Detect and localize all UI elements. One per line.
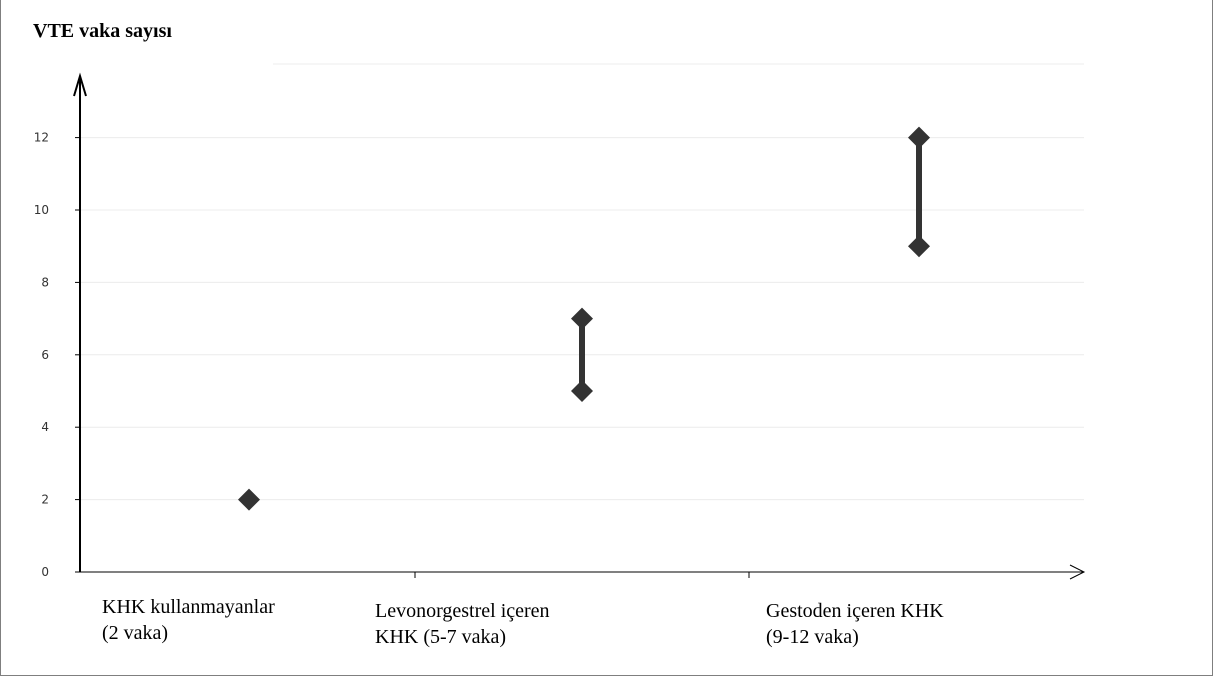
category-label-1: KHK kullanmayanlar (2 vaka) xyxy=(102,594,275,646)
data-point-2-high xyxy=(571,307,593,330)
y-tick-label-8: 8 xyxy=(41,275,49,289)
y-tick-label-12: 12 xyxy=(34,131,49,145)
y-tick-label-4: 4 xyxy=(41,420,49,434)
y-tick-label-6: 6 xyxy=(41,348,49,362)
y-tick-label-2: 2 xyxy=(41,493,49,507)
category-label-2: Levonorgestrel içeren KHK (5-7 vaka) xyxy=(375,598,550,650)
category-label-1-line1: KHK kullanmayanlar xyxy=(102,596,275,618)
data-point-3-low xyxy=(908,235,930,258)
data-point-1-value xyxy=(238,488,260,511)
category-label-2-line1: Levonorgestrel içeren xyxy=(375,600,550,622)
category-label-3: Gestoden içeren KHK (9-12 vaka) xyxy=(766,598,944,650)
category-label-3-line1: Gestoden içeren KHK xyxy=(766,600,944,622)
x-axis-arrow xyxy=(1069,564,1086,580)
y-tick-label-10: 10 xyxy=(34,203,49,217)
category-label-3-line2: (9-12 vaka) xyxy=(766,626,859,648)
y-axis-arrow xyxy=(73,72,87,97)
category-label-1-line2: (2 vaka) xyxy=(102,622,169,644)
data-point-3-high xyxy=(908,126,930,149)
category-label-2-line2: KHK (5-7 vaka) xyxy=(375,626,507,648)
y-tick-label-0: 0 xyxy=(41,565,49,579)
y-axis-label: VTE vaka sayısı xyxy=(33,20,172,42)
data-point-2-low xyxy=(571,380,593,402)
